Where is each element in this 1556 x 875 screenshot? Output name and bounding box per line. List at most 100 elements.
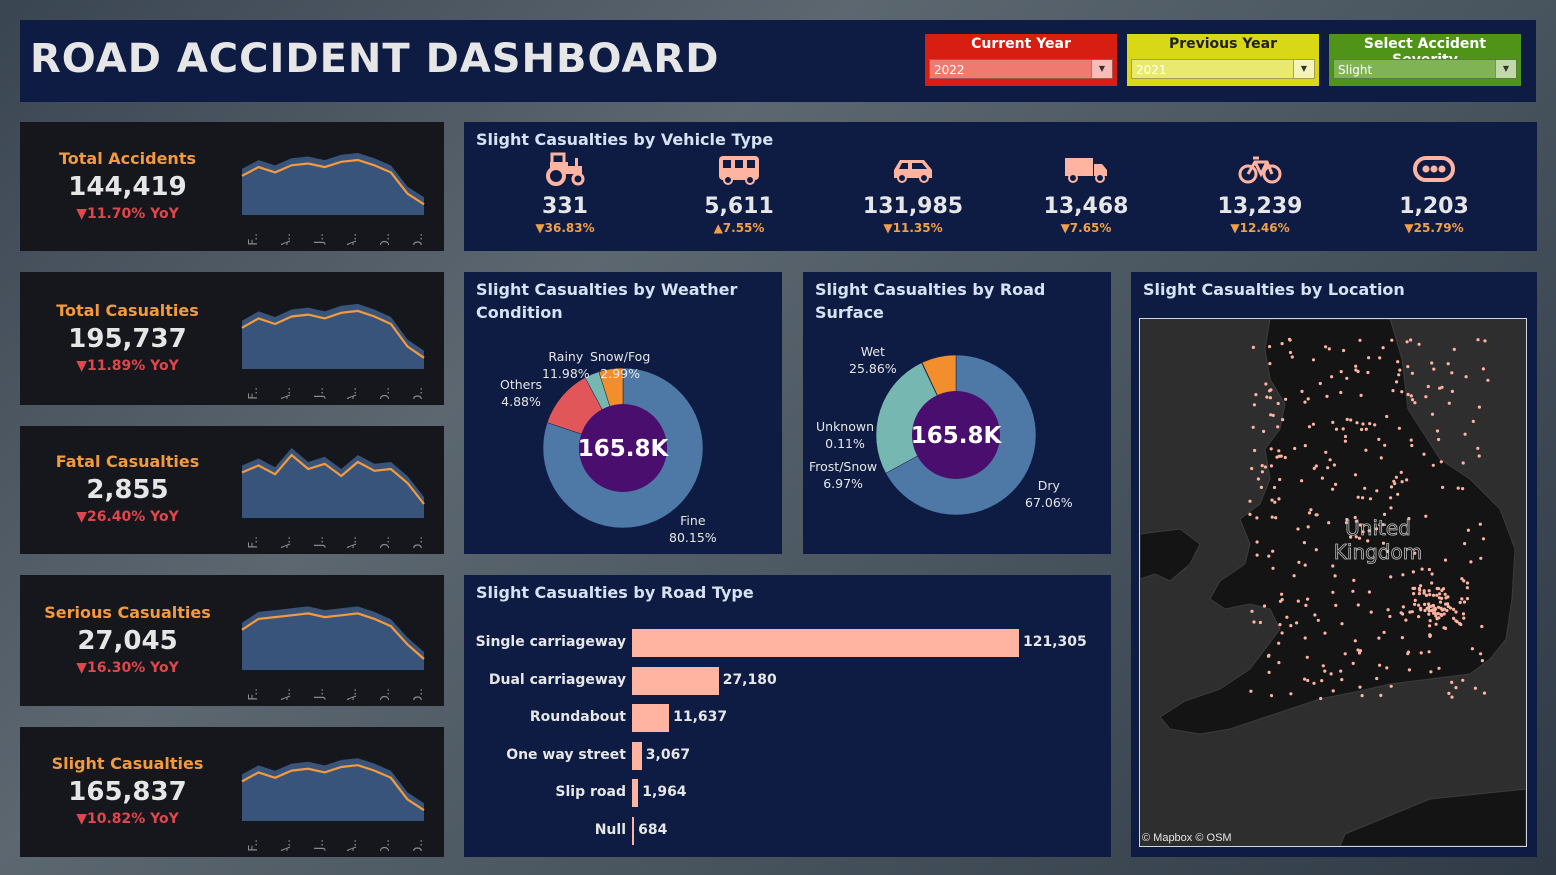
sparkline-month-label: J..: [312, 688, 326, 700]
map-dot: [1427, 567, 1431, 572]
sparkline-line: [241, 764, 425, 812]
map-dot: [1296, 527, 1300, 531]
road-type-bar[interactable]: [632, 741, 642, 770]
map-dot: [1300, 389, 1304, 393]
map-dot: [1276, 425, 1280, 429]
map-dot: [1258, 620, 1262, 625]
current-year-select[interactable]: 2022 ▼: [929, 59, 1113, 79]
sparkline-month-label: A..: [279, 688, 293, 700]
road-type-bar[interactable]: [632, 704, 670, 733]
road-type-bar[interactable]: [632, 817, 635, 845]
map-dot: [1271, 549, 1275, 553]
map-dot: [1359, 393, 1363, 397]
map-dot: [1432, 367, 1436, 371]
map-dot: [1430, 572, 1434, 576]
map-dot: [1480, 624, 1484, 629]
sparkline-month-label: O..: [378, 688, 392, 700]
previous-year-value: 2021: [1136, 63, 1167, 77]
map-dot: [1385, 414, 1389, 419]
map-dot: [1328, 458, 1332, 462]
severity-select[interactable]: Slight ▼: [1333, 59, 1517, 79]
map-dot: [1354, 519, 1358, 523]
vehicle-value: 131,985: [862, 194, 964, 219]
weather-title: Slight Casualties by Weather Condition: [476, 280, 738, 322]
bar-value-label: 1,964: [642, 784, 687, 801]
map-dot: [1390, 338, 1394, 342]
map-dot: [1249, 689, 1253, 693]
map-dot: [1357, 536, 1362, 540]
sparkline-area: [242, 303, 424, 369]
map-dot: [1434, 622, 1438, 626]
map-dot: [1305, 655, 1309, 659]
road-type-bar[interactable]: [632, 779, 639, 808]
bar-category-label: Dual carriageway: [488, 671, 626, 688]
sparkline-area: [242, 758, 424, 821]
map-dot: [1339, 390, 1343, 395]
map-dot: [1481, 367, 1485, 371]
map-dot: [1397, 373, 1401, 377]
map-dot: [1406, 365, 1410, 369]
sparkline-month-label: F..: [246, 387, 260, 399]
previous-year-filter[interactable]: Previous Year 2021 ▼: [1127, 34, 1319, 86]
chevron-down-icon[interactable]: ▼: [1293, 60, 1314, 78]
road-type-panel: Slight Casualties by Road Type Single ca…: [464, 575, 1111, 857]
map-dot: [1417, 342, 1421, 346]
map-dot: [1439, 612, 1443, 617]
road-type-bar[interactable]: [632, 666, 719, 695]
sparkline-month-label: D..: [411, 536, 425, 548]
map-dot: [1423, 608, 1427, 613]
vehicle-yoy: ▼12.46%: [1230, 221, 1290, 235]
kpi-card: Fatal Casualties 2,855 ▼26.40% YoY F.. A.. J.…: [20, 426, 444, 554]
dry-label: Dry 67.06%: [1025, 478, 1073, 510]
previous-year-select[interactable]: 2021 ▼: [1131, 59, 1315, 79]
map-dot: [1266, 654, 1271, 658]
map-dot: [1458, 600, 1462, 605]
map-dot: [1461, 678, 1465, 682]
map-dot: [1440, 385, 1444, 389]
map-attribution[interactable]: © Mapbox © OSM: [1142, 832, 1232, 844]
sparkline-chart: F.. A.. J.. A.. O.. D..: [241, 303, 425, 399]
map-dot: [1410, 610, 1414, 614]
map-dot: [1389, 496, 1393, 500]
map-dot: [1353, 473, 1358, 477]
map-dot: [1356, 495, 1360, 499]
map-dot: [1248, 499, 1252, 503]
road-type-bar[interactable]: [632, 629, 1019, 657]
vehicle-item-truck: 13,468 ▼7.65%: [1016, 152, 1156, 235]
map-dot: [1427, 589, 1431, 593]
unknown-label: Unknown 0.11%: [816, 419, 875, 451]
map-dot: [1260, 464, 1264, 468]
chevron-down-icon[interactable]: ▼: [1091, 60, 1112, 78]
map-dot: [1358, 523, 1362, 527]
map-dot: [1377, 437, 1381, 441]
map-dot: [1275, 455, 1279, 459]
kpi-value: 195,737: [68, 323, 187, 354]
sparkline-line: [241, 453, 425, 505]
current-year-filter[interactable]: Current Year 2022 ▼: [925, 34, 1117, 86]
sparkline-chart: F.. A.. J.. A.. O.. D..: [241, 758, 425, 851]
map-dot: [1313, 613, 1317, 617]
map-dot: [1356, 603, 1360, 607]
chevron-down-icon[interactable]: ▼: [1495, 60, 1516, 78]
map-dot: [1367, 590, 1371, 594]
map-dot: [1463, 432, 1467, 436]
map-dot: [1438, 600, 1443, 604]
map-dot: [1251, 425, 1255, 429]
map-dot: [1280, 598, 1284, 602]
location-map[interactable]: United Kingdom © Mapbox © OSM: [1139, 318, 1527, 847]
map-dot: [1452, 616, 1456, 620]
map-dot: [1252, 620, 1256, 624]
map-dot: [1268, 345, 1272, 349]
map-dot: [1314, 464, 1318, 468]
weather-donut-chart: 165.8K: [542, 367, 704, 529]
map-dot: [1427, 602, 1431, 606]
map-dot: [1323, 669, 1327, 673]
map-dot: [1280, 631, 1284, 635]
map-dot: [1464, 375, 1468, 379]
severity-filter[interactable]: Select Accident Severity Slight ▼: [1329, 34, 1521, 86]
map-dot: [1462, 579, 1466, 583]
sparkline-month-label: A..: [345, 536, 359, 548]
map-dot: [1323, 631, 1327, 635]
map-dot: [1400, 636, 1404, 640]
map-dot: [1339, 370, 1343, 374]
